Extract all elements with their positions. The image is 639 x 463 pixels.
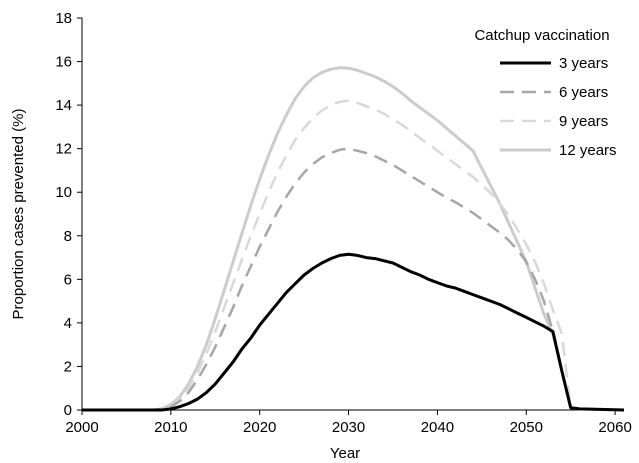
y-tick-label: 8 — [64, 228, 72, 245]
series-line-9-years — [82, 99, 625, 412]
x-tick-label: 2050 — [510, 419, 543, 436]
legend-title: Catchup vaccination — [474, 27, 609, 44]
x-tick-label: 2000 — [65, 419, 98, 436]
y-tick-label: 10 — [55, 184, 72, 201]
y-tick-label: 2 — [64, 358, 72, 375]
y-axis-label: Proportion cases prevented (%) — [10, 109, 27, 320]
x-tick-label: 2030 — [332, 419, 365, 436]
y-tick-label: 14 — [55, 97, 72, 114]
legend-label: 12 years — [559, 142, 617, 159]
x-axis-label: Year — [330, 445, 360, 462]
series-lines — [82, 66, 625, 412]
x-tick-label: 2040 — [421, 419, 454, 436]
series-line-12-years — [82, 66, 625, 412]
legend-items: 3 years 6 years 9 years 12 years — [500, 55, 617, 159]
y-axis-ticks: 0 2 4 6 8 10 12 14 16 18 — [55, 10, 82, 419]
x-tick-label: 2010 — [154, 419, 187, 436]
x-axis-ticks: 2000 2010 2020 2030 2040 2050 2060 — [65, 410, 632, 436]
legend: Catchup vaccination 3 years 6 years 9 year… — [474, 27, 616, 159]
series-line-6-years — [82, 147, 625, 412]
y-tick-label: 0 — [64, 402, 72, 419]
y-tick-label: 18 — [55, 10, 72, 27]
axes: 2000 2010 2020 2030 2040 2050 2060 0 2 4 6 8 10 12 14… — [10, 10, 632, 462]
y-tick-label: 12 — [55, 141, 72, 158]
series-line-3-years — [82, 252, 625, 412]
y-tick-label: 16 — [55, 54, 72, 71]
legend-label: 6 years — [559, 84, 608, 101]
y-tick-label: 6 — [64, 271, 72, 288]
y-tick-label: 4 — [64, 315, 72, 332]
x-tick-label: 2060 — [598, 419, 631, 436]
legend-label: 3 years — [559, 55, 608, 72]
legend-label: 9 years — [559, 113, 608, 130]
x-tick-label: 2020 — [243, 419, 276, 436]
